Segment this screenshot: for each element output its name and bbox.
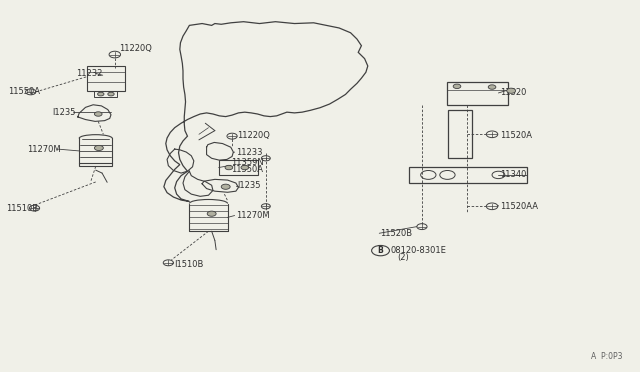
Circle shape <box>241 165 248 170</box>
Text: 11359N: 11359N <box>231 158 264 167</box>
Text: I1510B: I1510B <box>174 260 204 269</box>
Text: l1235: l1235 <box>52 108 76 117</box>
Text: 11220Q: 11220Q <box>119 44 152 53</box>
Text: 11232: 11232 <box>77 69 103 78</box>
Text: 11320: 11320 <box>500 89 526 97</box>
Circle shape <box>207 211 216 216</box>
Text: 11270M: 11270M <box>236 211 269 220</box>
Text: B: B <box>378 246 383 255</box>
Text: 11520AA: 11520AA <box>500 202 538 211</box>
Text: 11550A: 11550A <box>231 165 263 174</box>
Circle shape <box>488 85 496 89</box>
Circle shape <box>221 184 230 189</box>
Text: 11520B: 11520B <box>381 230 413 238</box>
Circle shape <box>507 88 516 93</box>
Text: l1235: l1235 <box>237 182 260 190</box>
Text: (2): (2) <box>397 253 409 262</box>
Circle shape <box>95 145 103 151</box>
Text: 08120-8301E: 08120-8301E <box>391 246 447 255</box>
Text: 11233: 11233 <box>236 148 262 157</box>
Circle shape <box>98 92 104 96</box>
Text: 11510B: 11510B <box>6 204 38 214</box>
Text: A  P:0P3: A P:0P3 <box>591 352 623 361</box>
Circle shape <box>95 112 102 116</box>
Circle shape <box>225 165 233 170</box>
Circle shape <box>108 92 114 96</box>
Circle shape <box>453 84 461 89</box>
Text: 11270M: 11270M <box>27 145 61 154</box>
Text: 11550A: 11550A <box>8 87 40 96</box>
Text: 11520A: 11520A <box>500 131 532 140</box>
Text: 11220Q: 11220Q <box>237 131 270 140</box>
Text: 11340: 11340 <box>500 170 526 179</box>
